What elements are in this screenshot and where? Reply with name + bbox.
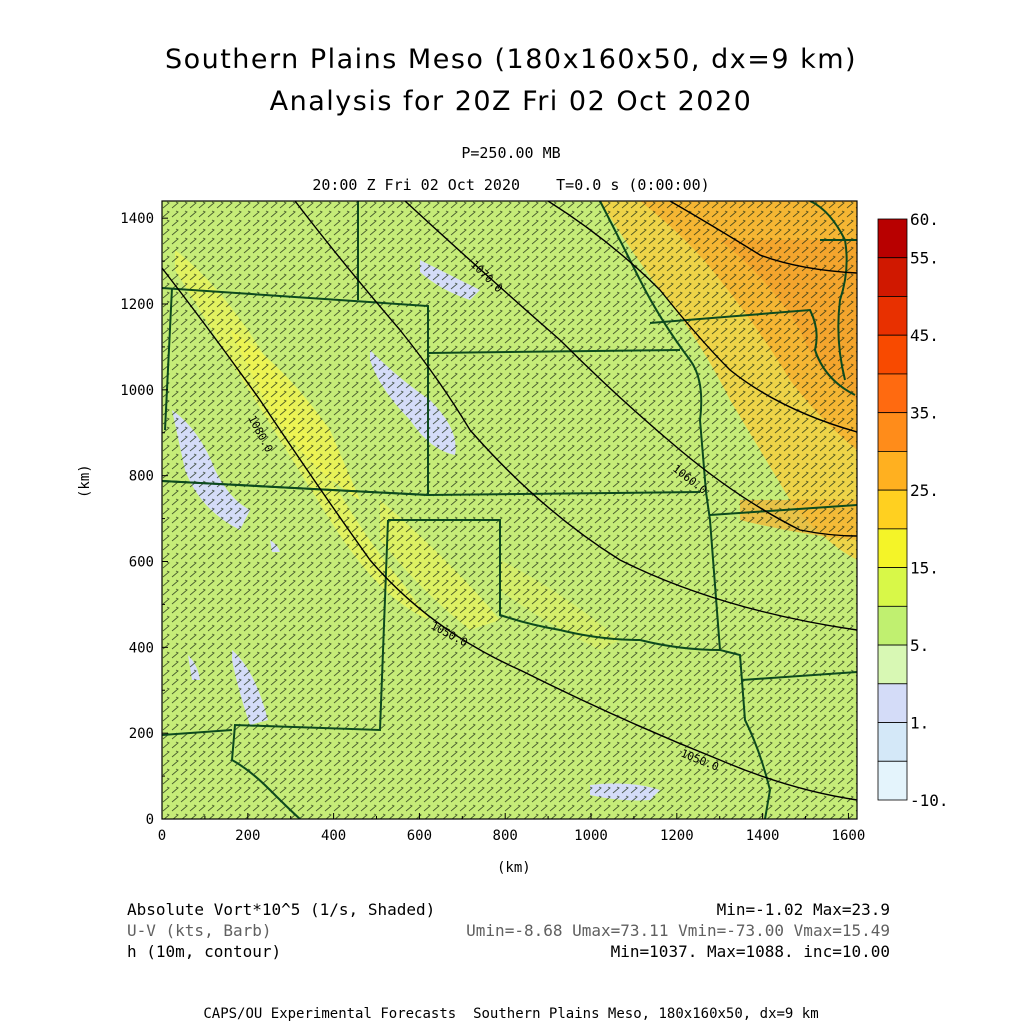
y-tick-label: 1400 (120, 211, 154, 227)
colorbar-swatch (877, 373, 908, 414)
credit-line: CAPS/OU Experimental Forecasts Southern … (203, 1006, 819, 1022)
colorbar-swatch (877, 218, 908, 259)
colorbar-label: 5. (910, 636, 929, 655)
colorbar-swatch (877, 683, 908, 723)
x-tick-label: 0 (158, 828, 166, 844)
y-axis-label: (km) (77, 464, 93, 498)
colorbar-swatch (877, 567, 908, 607)
colorbar-label: 45. (910, 326, 939, 345)
x-tick-label: 1600 (832, 828, 866, 844)
colorbar-label: 55. (910, 249, 939, 268)
wind-barbs (162, 201, 857, 819)
x-axis-label: (km) (497, 860, 531, 876)
x-tick-label: 1400 (746, 828, 780, 844)
y-axis: 0 200 400 600 800 1000 1200 1400 (120, 211, 168, 828)
y-tick-label: 0 (146, 812, 154, 828)
colorbar-swatch (877, 412, 908, 452)
x-axis: 0 200 400 600 800 1000 1200 1400 1600 (158, 813, 865, 844)
x-tick-label: 400 (321, 828, 346, 844)
y-tick-label: 200 (129, 726, 154, 742)
valid-time: 20:00 Z Fri 02 Oct 2020 T=0.0 s (0:00:00… (312, 176, 710, 194)
x-tick-label: 1000 (574, 828, 608, 844)
y-tick-label: 400 (129, 640, 154, 656)
state-borders (162, 201, 857, 819)
legend-field1-stats: Min=-1.02 Max=23.9 (716, 900, 890, 919)
colorbar-swatch (877, 489, 908, 530)
colorbar-swatch (877, 257, 908, 297)
x-tick-label: 200 (235, 828, 260, 844)
legend-field3-stats: Min=1037. Max=1088. inc=10.00 (610, 942, 890, 961)
x-tick-label: 800 (493, 828, 518, 844)
colorbar-label: 60. (910, 210, 939, 229)
vorticity-field (162, 201, 857, 819)
colorbar-swatch (877, 605, 908, 646)
colorbar: 60. 55. 45. 35. 25. 15. 5. 1. -10. (877, 210, 949, 810)
colorbar-swatch (877, 450, 908, 491)
colorbar-swatch (877, 722, 908, 762)
colorbar-swatch (877, 760, 908, 801)
pressure-level: P=250.00 MB (461, 144, 561, 162)
x-tick-label: 1200 (660, 828, 694, 844)
y-tick-label: 600 (129, 555, 154, 571)
colorbar-swatch (877, 644, 908, 685)
height-contours (162, 201, 857, 801)
colorbar-label: 15. (910, 559, 939, 578)
colorbar-label: 1. (910, 714, 929, 733)
legend-field1: Absolute Vort*10^5 (1/s, Shaded) (127, 900, 436, 919)
legend-field2: U-V (kts, Barb) (127, 921, 272, 940)
colorbar-swatch (877, 334, 908, 375)
colorbar-label: -10. (910, 791, 949, 810)
x-tick-label: 600 (407, 828, 432, 844)
legend-field2-stats: Umin=-8.68 Umax=73.11 Vmin=-73.00 Vmax=1… (466, 921, 890, 940)
colorbar-swatch (877, 528, 908, 568)
plot-frame (161, 200, 858, 820)
chart-subtitle: Analysis for 20Z Fri 02 Oct 2020 (269, 86, 753, 117)
y-tick-label: 1000 (120, 383, 154, 399)
y-tick-label: 800 (129, 469, 154, 485)
colorbar-label: 35. (910, 404, 939, 423)
y-tick-label: 1200 (120, 297, 154, 313)
legend-field3: h (10m, contour) (127, 942, 282, 961)
colorbar-label: 25. (910, 481, 939, 500)
colorbar-swatch (877, 296, 908, 336)
chart-title: Southern Plains Meso (180x160x50, dx=9 k… (164, 44, 858, 75)
